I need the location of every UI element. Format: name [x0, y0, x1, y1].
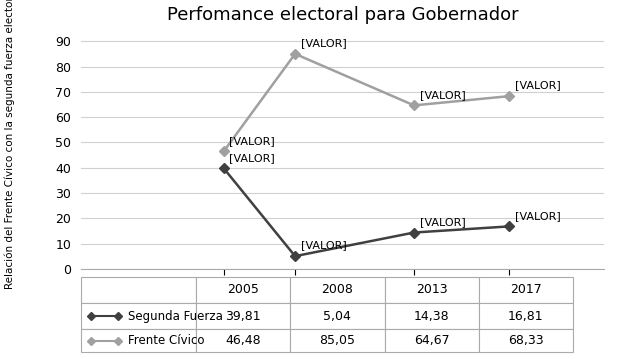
FancyBboxPatch shape	[290, 303, 384, 329]
Text: 68,33: 68,33	[508, 334, 544, 347]
FancyBboxPatch shape	[81, 303, 196, 329]
Text: 2005: 2005	[227, 283, 259, 297]
Text: 16,81: 16,81	[508, 310, 544, 323]
FancyBboxPatch shape	[81, 329, 196, 352]
Title: Perfomance electoral para Gobernador: Perfomance electoral para Gobernador	[167, 6, 518, 24]
FancyBboxPatch shape	[196, 329, 290, 352]
Text: Relación del Frente Cívico con la segunda fuerza electoral.: Relación del Frente Cívico con la segund…	[4, 0, 14, 289]
Text: 2008: 2008	[321, 283, 353, 297]
Text: [VALOR]: [VALOR]	[419, 217, 465, 227]
Text: [VALOR]: [VALOR]	[229, 153, 275, 163]
Text: 5,04: 5,04	[323, 310, 351, 323]
FancyBboxPatch shape	[478, 277, 573, 303]
FancyBboxPatch shape	[196, 303, 290, 329]
Text: [VALOR]: [VALOR]	[515, 211, 561, 221]
Text: 85,05: 85,05	[320, 334, 355, 347]
Text: [VALOR]: [VALOR]	[301, 38, 346, 48]
Text: 46,48: 46,48	[226, 334, 261, 347]
FancyBboxPatch shape	[384, 303, 478, 329]
Text: Frente Cívico: Frente Cívico	[128, 334, 204, 347]
Text: [VALOR]: [VALOR]	[229, 136, 275, 146]
FancyBboxPatch shape	[81, 277, 196, 303]
Text: 14,38: 14,38	[414, 310, 449, 323]
FancyBboxPatch shape	[478, 303, 573, 329]
Text: 64,67: 64,67	[414, 334, 449, 347]
FancyBboxPatch shape	[196, 277, 290, 303]
Text: 2017: 2017	[510, 283, 541, 297]
Text: Segunda Fuerza: Segunda Fuerza	[128, 310, 223, 323]
FancyBboxPatch shape	[290, 329, 384, 352]
Text: [VALOR]: [VALOR]	[419, 90, 465, 100]
FancyBboxPatch shape	[384, 329, 478, 352]
Text: [VALOR]: [VALOR]	[301, 241, 346, 251]
Text: 2013: 2013	[416, 283, 447, 297]
FancyBboxPatch shape	[384, 277, 478, 303]
Text: [VALOR]: [VALOR]	[515, 80, 561, 90]
FancyBboxPatch shape	[478, 329, 573, 352]
Text: 39,81: 39,81	[226, 310, 261, 323]
FancyBboxPatch shape	[290, 277, 384, 303]
